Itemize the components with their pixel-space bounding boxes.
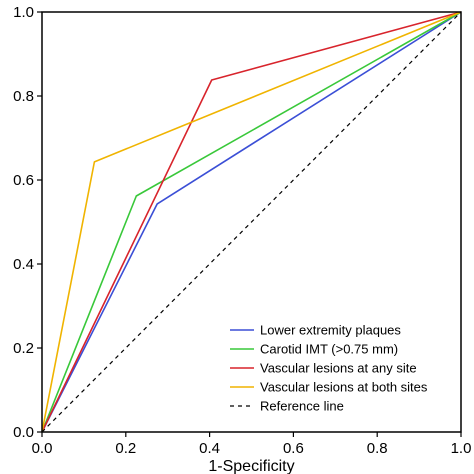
- x-tick-label: 0.8: [367, 440, 388, 457]
- series-line-2: [41, 11, 462, 433]
- series-line-4: [41, 11, 462, 433]
- legend-label: Carotid IMT (>0.75 mm): [260, 342, 398, 357]
- x-tick-label: 0.6: [283, 440, 304, 457]
- series-line-3: [41, 11, 462, 433]
- plot-frame: [41, 11, 462, 433]
- y-tick-label: 1.0: [13, 4, 34, 21]
- legend: Lower extremity plaques Carotid IMT (>0.7…: [230, 323, 428, 414]
- legend-label: Lower extremity plaques: [260, 323, 401, 338]
- series-line-1: [41, 11, 462, 433]
- series-layer: [41, 11, 462, 433]
- x-tick-label: 0.0: [32, 440, 53, 457]
- x-tick-label: 1.0: [451, 440, 472, 457]
- y-tick-label: 0.4: [13, 256, 34, 273]
- tick-layer: 0.0 0.2 0.4 0.6 0.8 1.0 0.0 0.2 0.4 0.6 0.8 1.0: [13, 4, 471, 457]
- y-tick-label: 0.8: [13, 88, 34, 105]
- series-line-0: [41, 11, 462, 433]
- x-tick-label: 0.4: [199, 440, 220, 457]
- y-tick-label: 0.2: [13, 340, 34, 357]
- x-tick-label: 0.2: [115, 440, 136, 457]
- y-tick-label: 0.0: [13, 424, 34, 441]
- legend-label: Reference line: [260, 399, 344, 414]
- legend-label: Vascular lesions at both sites: [260, 380, 428, 395]
- legend-label: Vascular lesions at any site: [260, 361, 417, 376]
- y-tick-label: 0.6: [13, 172, 34, 189]
- x-axis-title: 1-Specificity: [208, 458, 294, 474]
